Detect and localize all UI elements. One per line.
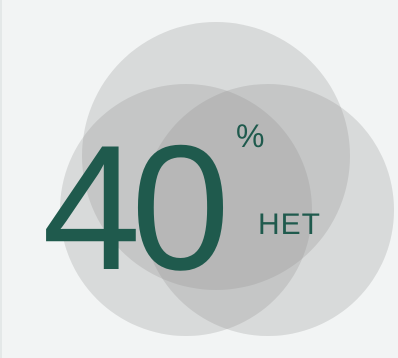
stat-label: НЕТ: [258, 208, 321, 241]
circle-top: [82, 22, 350, 290]
circle-left: [60, 84, 312, 336]
stat-value: 40: [42, 128, 230, 288]
stat-unit: %: [236, 118, 265, 154]
circle-right: [142, 84, 394, 336]
